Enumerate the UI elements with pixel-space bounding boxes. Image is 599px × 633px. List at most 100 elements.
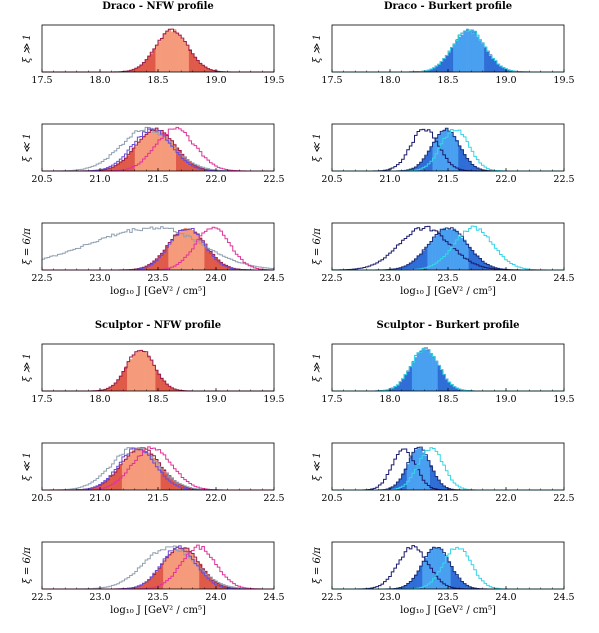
x-tick-label: 23.0 (379, 592, 400, 603)
histogram-bin (445, 54, 449, 72)
histogram-bin (188, 161, 192, 171)
histogram-bin (401, 473, 405, 490)
x-tick-label: 20.5 (321, 493, 342, 504)
x-tick-label: 22.5 (321, 592, 342, 603)
histogram-bin (468, 161, 472, 171)
subplot-1-0: 17.5 18.0 18.5 19.0 19.5 ξ ≫ 1 (312, 24, 575, 86)
histogram-bin (168, 29, 172, 72)
histogram-bin (145, 352, 148, 391)
histogram-bin (414, 259, 418, 270)
histogram-bin (442, 486, 446, 490)
histogram-bin (137, 66, 141, 72)
histogram-bin (147, 452, 151, 490)
histogram-bin (411, 360, 415, 391)
histogram-bin (129, 70, 133, 72)
histogram-bin (170, 240, 174, 270)
y-axis-label: ξ ≫ 1 (22, 34, 33, 63)
histogram-bin (147, 132, 151, 171)
histogram-bin (199, 237, 203, 270)
x-tick-label: 22.0 (495, 493, 516, 504)
histogram-bin (124, 366, 128, 391)
y-axis-label: ξ ≪ 1 (312, 452, 323, 481)
histogram-bin (440, 550, 444, 589)
histogram-bin (450, 229, 454, 270)
histogram-bin (101, 389, 105, 391)
histogram-bin (468, 246, 472, 270)
subplot-2-0: 17.5 18.0 18.5 19.0 19.5 ξ ≫ 1 (22, 343, 285, 405)
histogram-bin (466, 158, 469, 171)
axes-frame (331, 442, 565, 491)
histogram-bin (173, 388, 177, 391)
histogram-bin (429, 241, 433, 270)
x-tick-label: 23.0 (379, 273, 400, 284)
histogram-bin (458, 578, 462, 589)
histogram-bin (411, 452, 415, 490)
histogram-bin (145, 266, 148, 270)
histogram-bin (127, 70, 130, 72)
histogram-bin (399, 587, 402, 589)
histogram-bin (419, 162, 423, 171)
histogram-bin (476, 36, 480, 72)
histogram-bin (409, 366, 413, 391)
histogram-bin (478, 169, 482, 171)
histogram-bin (455, 140, 459, 171)
histogram-bin (139, 350, 143, 391)
x-tick-label: 23.5 (437, 592, 458, 603)
histogram-bin (90, 487, 94, 490)
histogram-bin (134, 68, 138, 72)
subplot-3-2: 22.5 23.0 23.5 24.0 24.5 ξ = 6/π log₁₀ J [GeV²… (312, 541, 575, 616)
histogram-bin (170, 552, 174, 589)
histogram-bin (150, 452, 154, 490)
histogram-outline (332, 446, 564, 491)
histogram-bin (173, 143, 177, 171)
histogram-bin (168, 386, 172, 391)
histogram-bin (114, 382, 118, 391)
histogram-bin (170, 478, 174, 490)
x-tick-label: 23.5 (147, 273, 168, 284)
histogram-bin (478, 258, 482, 270)
histogram-bin (453, 228, 457, 270)
histogram-bin (448, 52, 451, 72)
histogram-bin (401, 267, 405, 270)
histogram-bin (440, 61, 444, 72)
histogram-bin (155, 259, 159, 270)
histogram-bin (448, 382, 451, 391)
histogram-bin (450, 132, 454, 171)
histogram-bin (199, 563, 203, 589)
histogram-bin (476, 167, 480, 171)
histogram-bin (466, 585, 469, 589)
histogram-bin (155, 44, 159, 72)
x-tick-label: 18.0 (379, 394, 400, 405)
histogram-bin (132, 355, 136, 391)
x-tick-label: 21.5 (437, 493, 458, 504)
subplot-0-1: 20.5 21.0 21.5 22.0 22.5 ξ ≪ 1 (22, 123, 285, 185)
histogram-bin (404, 265, 408, 270)
histogram-bin (176, 549, 179, 589)
x-tick-label: 22.5 (263, 174, 284, 185)
x-tick-label: 21.0 (379, 493, 400, 504)
histogram-bin (442, 375, 446, 391)
histogram-bin (106, 479, 110, 490)
histogram-bin (422, 250, 426, 270)
x-tick-label: 22.5 (553, 174, 574, 185)
histogram-bin (158, 568, 161, 589)
x-tick-label: 22.5 (31, 592, 52, 603)
panel-title: Draco - Burkert profile (384, 1, 512, 12)
histogram-bin (429, 549, 433, 589)
histogram-bin (165, 30, 169, 72)
histogram-bin (214, 257, 218, 270)
histogram-bin (437, 480, 441, 490)
histogram-bin (191, 553, 195, 589)
histogram-bin (435, 235, 438, 270)
histogram-bin (196, 233, 200, 270)
x-tick-label: 21.5 (437, 174, 458, 185)
x-tick-label: 18.5 (147, 75, 168, 86)
series-line-burkert_navy (332, 448, 564, 491)
histogram-bin (111, 385, 115, 391)
x-tick-label: 18.5 (437, 75, 458, 86)
x-tick-label: 19.5 (263, 394, 284, 405)
histogram-bin (119, 162, 123, 171)
histogram-bin (391, 388, 395, 391)
histogram-bin (424, 247, 428, 270)
subplot-1-2: 22.5 23.0 23.5 24.0 24.5 ξ = 6/π log₁₀ J [GeV²… (312, 222, 575, 297)
